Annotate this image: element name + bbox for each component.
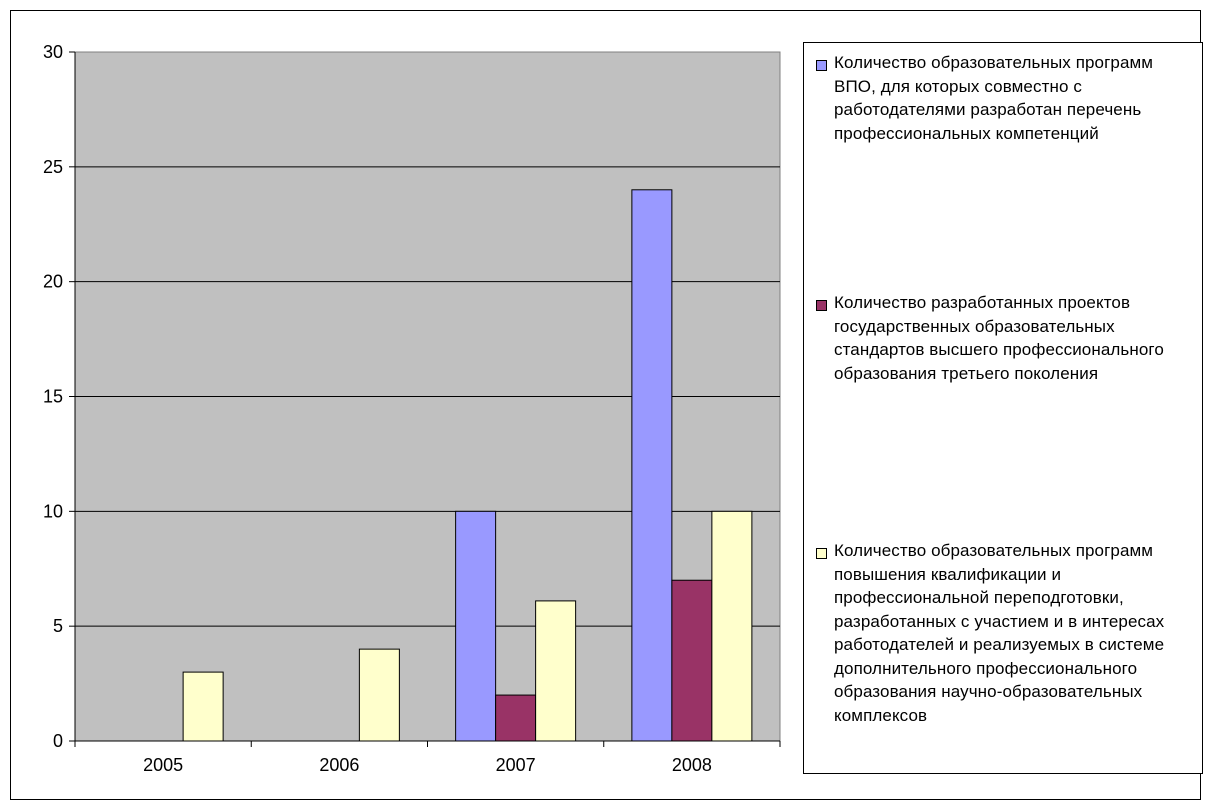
bar-series-1: [495, 694, 537, 742]
bar-series-0: [455, 510, 497, 742]
legend-entry-0: Количество образовательных программ ВПО,…: [816, 51, 1194, 145]
y-tick-label: 25: [43, 157, 63, 177]
legend-label-0: Количество образовательных программ ВПО,…: [834, 53, 1154, 143]
bar-series-0: [631, 189, 673, 742]
legend-label-1: Количество разработанных проектов госуда…: [834, 293, 1164, 383]
legend-entry-1: Количество разработанных проектов госуда…: [816, 291, 1194, 385]
bar-series-2: [358, 648, 400, 742]
x-tick-label: 2008: [672, 755, 712, 775]
y-tick-label: 30: [43, 42, 63, 62]
bar-series-2: [535, 600, 577, 742]
x-tick-label: 2006: [319, 755, 359, 775]
legend-label-2: Количество образовательных программ повы…: [834, 541, 1165, 725]
legend-entry-2: Количество образовательных программ повы…: [816, 539, 1194, 727]
legend-swatch-2: [816, 548, 827, 559]
bar-series-1: [671, 579, 713, 742]
y-tick-label: 10: [43, 501, 63, 521]
y-tick-label: 20: [43, 272, 63, 292]
x-tick-label: 2005: [143, 755, 183, 775]
y-tick-label: 15: [43, 387, 63, 407]
bars: [182, 189, 753, 742]
legend: Количество образовательных программ ВПО,…: [803, 42, 1203, 774]
y-tick-label: 5: [53, 616, 63, 636]
y-tick-label: 0: [53, 731, 63, 751]
x-axis: 2005 2006 2007 2008: [74, 740, 781, 775]
bar-series-2: [711, 510, 753, 742]
bar-series-2: [182, 671, 224, 742]
legend-swatch-1: [816, 300, 827, 311]
legend-swatch-0: [816, 60, 827, 71]
x-tick-label: 2007: [496, 755, 536, 775]
y-axis: 0 5 10 15 20 25 30: [43, 42, 76, 751]
